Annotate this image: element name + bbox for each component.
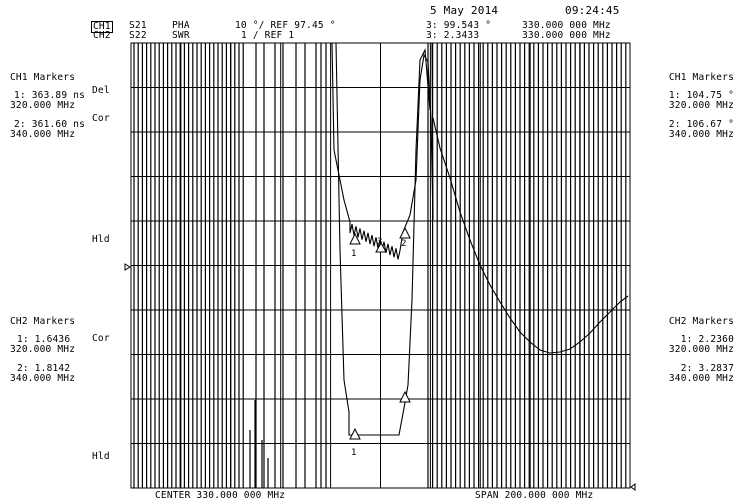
ch2-param: S22 [129,30,147,41]
ch1-marker-readout: 3: 99.543 ° [426,20,492,31]
span-frequency: SPAN 200.000 000 MHz [475,490,594,501]
right-ch2-markers-title: CH2 Markers [668,316,734,327]
ch1-format: PHA [172,20,190,31]
marker-3-label-ch1: 3 [377,237,382,247]
ch2-format: SWR [172,30,190,41]
ch2-marker-readout: 3: 2.3433 [426,30,480,41]
ch1-param: S21 [129,20,147,31]
left-ch2-markers-title: CH2 Markers [10,316,76,327]
flag-del: Del [92,85,110,96]
right-ch2-marker2-freq: 340.000 MHz [668,373,734,384]
marker-2-triangle-ch1 [399,226,411,239]
marker-set [124,226,636,491]
marker-3-triangle-ch1 [375,241,387,253]
flag-cor-ch1: Cor [92,113,110,124]
ch1-scale: 10 °/ REF 97.45 ° [235,20,336,31]
reference-arrow-right [630,483,636,491]
left-ch1-marker1: 1: 363.89 ns [14,90,86,101]
ch1-marker-freq: 330.000 000 MHz [522,20,611,31]
flag-hld-ch1: Hld [92,234,110,245]
left-ch2-marker1-freq: 320.000 MHz [10,344,76,355]
left-ch2-marker1: 1: 1.6436 [17,334,71,345]
left-ch1-markers-title: CH1 Markers [10,72,76,83]
ch2-channel-label[interactable]: CH2 [93,30,111,41]
right-ch2-marker2: 2: 3.2837 [680,363,734,374]
flag-cor-ch2: Cor [92,333,110,344]
right-ch2-marker1: 1: 2.2360 [680,334,734,345]
marker-2-label-ch1: 2 [401,239,406,249]
left-ch1-marker1-freq: 320.000 MHz [10,100,76,111]
right-ch1-marker2: 2: 106.67 ° [668,119,734,130]
ch2-scale: 1 / REF 1 [241,30,295,41]
right-ch1-marker1: 1: 104.75 ° [668,90,734,101]
left-ch1-marker2-freq: 340.000 MHz [10,129,76,140]
right-ch1-marker2-freq: 340.000 MHz [668,129,734,140]
marker-2-triangle-ch2 [399,390,411,403]
ch1-phase-trace [331,42,434,260]
right-ch1-markers-title: CH1 Markers [668,72,734,83]
time-readout: 09:24:45 [565,4,620,17]
ch2-swr-trace [335,42,431,436]
ch1-out-of-band-trace [432,117,629,354]
marker-1-triangle-ch1 [349,232,361,245]
center-frequency: CENTER 330.000 000 MHz [155,490,286,501]
right-ch1-marker1-freq: 320.000 MHz [668,100,734,111]
ch1-channel-label[interactable]: CH1 [91,21,113,33]
marker-1-triangle-ch2 [349,427,361,440]
vertical-trace-bars [133,43,627,488]
left-ch2-marker2: 2: 1.8142 [17,363,71,374]
marker-1-label-ch2: 1 [351,448,356,458]
date-readout: 5 May 2014 [430,4,499,17]
left-ch1-marker2: 2: 361.60 ns [14,119,86,130]
ch2-marker-freq: 330.000 000 MHz [522,30,611,41]
flag-hld-ch2: Hld [92,451,110,462]
marker-1-label-ch1: 1 [351,249,356,259]
right-ch2-marker1-freq: 320.000 MHz [668,344,734,355]
left-ch2-marker2-freq: 340.000 MHz [10,373,76,384]
reference-arrow-left [124,263,131,271]
